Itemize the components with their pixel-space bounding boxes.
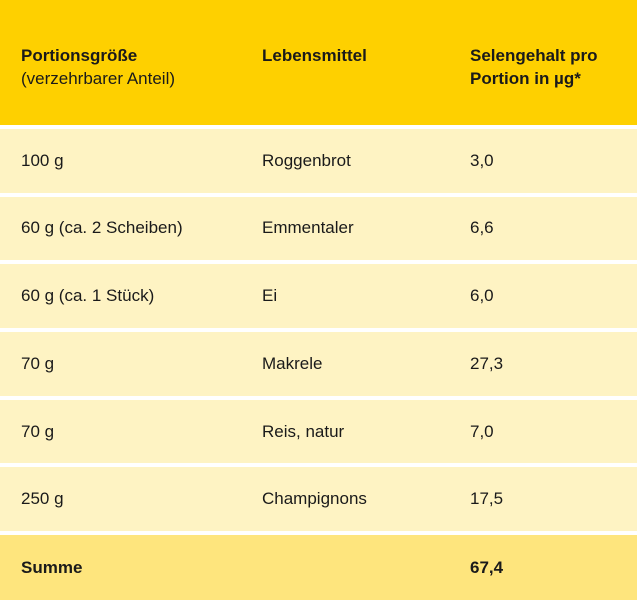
table-row: 70 g Makrele 27,3 xyxy=(0,332,637,396)
header-food: Lebensmittel xyxy=(241,44,449,125)
table-row: 60 g (ca. 2 Scheiben) Emmentaler 6,6 xyxy=(0,196,637,261)
total-label: Summe xyxy=(21,557,83,577)
cell-portion: 100 g xyxy=(21,150,64,170)
cell-selenium: 27,3 xyxy=(470,353,504,373)
cell-food: Reis, natur xyxy=(262,421,345,441)
cell-food: Emmentaler xyxy=(262,218,354,238)
total-row: Summe 67,4 xyxy=(0,535,637,600)
cell-food: Ei xyxy=(262,286,278,306)
cell-portion: 250 g xyxy=(21,489,64,509)
header-selenium-title-line1: Selengehalt pro xyxy=(470,46,598,65)
cell-food: Makrele xyxy=(262,353,323,373)
cell-selenium: 3,0 xyxy=(470,150,494,170)
header-selenium: Selengehalt pro Portion in µg* xyxy=(449,44,637,125)
cell-portion: 70 g xyxy=(21,421,55,441)
cell-selenium: 7,0 xyxy=(470,421,494,441)
table-row: 250 g Champignons 17,5 xyxy=(0,467,637,531)
cell-food: Champignons xyxy=(262,489,367,509)
header-portion-title: Portionsgröße xyxy=(21,46,138,65)
header-portion-subtitle: (verzehrbarer Anteil) xyxy=(21,69,176,88)
table-row: 70 g Reis, natur 7,0 xyxy=(0,399,637,464)
cell-selenium: 6,0 xyxy=(470,286,494,306)
table-header: Portionsgröße (verzehrbarer Anteil) Lebe… xyxy=(0,0,637,125)
table-row: 60 g (ca. 1 Stück) Ei 6,0 xyxy=(0,264,637,328)
total-value: 67,4 xyxy=(470,557,504,577)
cell-portion: 60 g (ca. 2 Scheiben) xyxy=(21,218,183,238)
header-selenium-title-line2: Portion in µg* xyxy=(470,69,581,88)
cell-portion: 60 g (ca. 1 Stück) xyxy=(21,286,155,306)
header-portion: Portionsgröße (verzehrbarer Anteil) xyxy=(0,44,241,125)
header-food-title: Lebensmittel xyxy=(262,46,367,65)
cell-selenium: 17,5 xyxy=(470,489,504,509)
cell-portion: 70 g xyxy=(21,353,55,373)
cell-food: Roggenbrot xyxy=(262,150,351,170)
table-row: 100 g Roggenbrot 3,0 xyxy=(0,129,637,193)
cell-selenium: 6,6 xyxy=(470,218,494,238)
